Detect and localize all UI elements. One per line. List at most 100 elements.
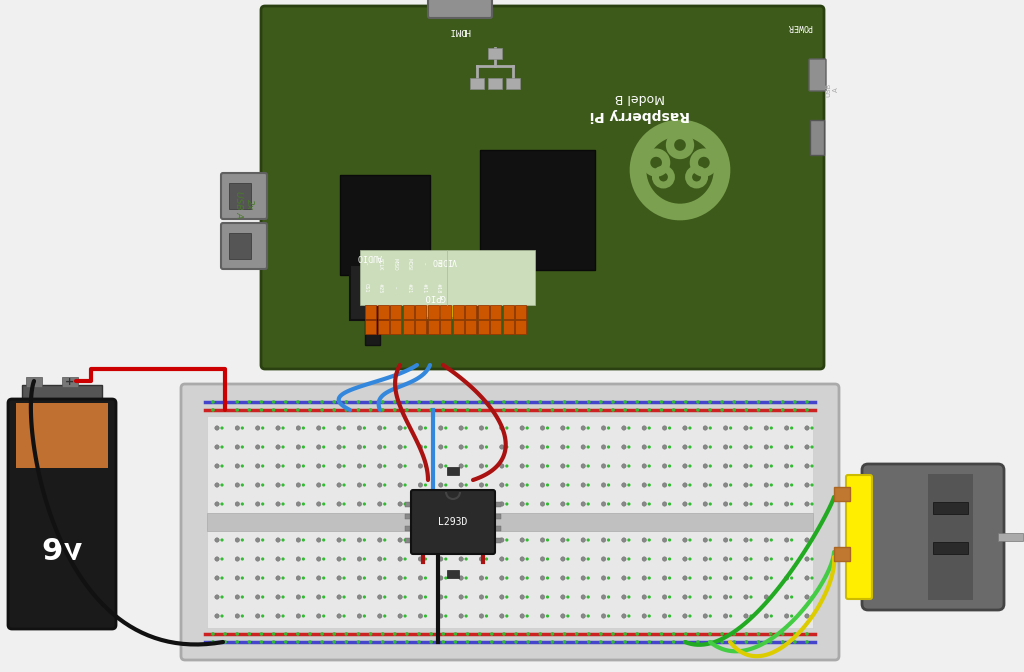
Circle shape xyxy=(505,538,509,542)
Circle shape xyxy=(362,483,366,487)
Circle shape xyxy=(525,557,528,560)
Circle shape xyxy=(282,614,285,618)
Text: USB
A: USB A xyxy=(825,83,839,97)
Circle shape xyxy=(505,446,509,449)
Circle shape xyxy=(296,408,300,412)
Circle shape xyxy=(791,557,794,560)
FancyBboxPatch shape xyxy=(411,490,495,554)
Circle shape xyxy=(744,408,749,412)
Circle shape xyxy=(607,538,610,542)
Circle shape xyxy=(647,408,651,412)
Circle shape xyxy=(628,595,631,599)
Circle shape xyxy=(546,538,549,542)
Circle shape xyxy=(805,557,809,561)
Circle shape xyxy=(514,408,518,412)
Circle shape xyxy=(539,401,542,404)
Circle shape xyxy=(438,502,443,506)
Bar xyxy=(493,501,501,507)
Circle shape xyxy=(607,503,610,505)
Circle shape xyxy=(256,614,260,618)
Circle shape xyxy=(323,483,326,487)
Circle shape xyxy=(424,577,427,579)
Circle shape xyxy=(683,502,687,506)
Circle shape xyxy=(282,464,285,468)
Circle shape xyxy=(438,614,443,618)
Circle shape xyxy=(561,464,565,468)
Circle shape xyxy=(479,482,483,487)
Circle shape xyxy=(342,614,346,618)
Circle shape xyxy=(403,538,407,542)
Circle shape xyxy=(757,401,760,404)
Circle shape xyxy=(215,426,219,430)
Circle shape xyxy=(302,614,305,618)
Text: Model B: Model B xyxy=(614,91,666,105)
Circle shape xyxy=(211,408,215,412)
Circle shape xyxy=(601,502,606,506)
Circle shape xyxy=(282,557,285,560)
Circle shape xyxy=(696,401,699,404)
Circle shape xyxy=(601,576,606,580)
Circle shape xyxy=(624,401,627,404)
Circle shape xyxy=(500,464,504,468)
Circle shape xyxy=(505,503,509,505)
Circle shape xyxy=(764,464,768,468)
Circle shape xyxy=(403,464,407,468)
Circle shape xyxy=(805,640,809,644)
Circle shape xyxy=(805,426,809,430)
Circle shape xyxy=(505,427,509,429)
Circle shape xyxy=(393,632,396,636)
Circle shape xyxy=(810,614,814,618)
Circle shape xyxy=(769,632,772,636)
Text: --: -- xyxy=(392,286,397,290)
Circle shape xyxy=(624,640,627,644)
Circle shape xyxy=(587,577,590,579)
Circle shape xyxy=(485,427,488,429)
Text: #25: #25 xyxy=(378,283,383,293)
Circle shape xyxy=(296,538,301,542)
Bar xyxy=(406,513,413,519)
Circle shape xyxy=(284,640,288,644)
Circle shape xyxy=(302,577,305,579)
Circle shape xyxy=(525,538,528,542)
Circle shape xyxy=(236,445,240,449)
Bar xyxy=(440,320,451,334)
Circle shape xyxy=(357,576,361,580)
Circle shape xyxy=(260,401,263,404)
Circle shape xyxy=(369,640,373,644)
Circle shape xyxy=(215,557,219,561)
Circle shape xyxy=(561,576,565,580)
Circle shape xyxy=(805,408,809,412)
Circle shape xyxy=(505,577,509,579)
Circle shape xyxy=(599,640,603,644)
Circle shape xyxy=(709,446,712,449)
Circle shape xyxy=(514,632,518,636)
Circle shape xyxy=(647,483,651,487)
Circle shape xyxy=(525,446,528,449)
Circle shape xyxy=(520,576,524,580)
Circle shape xyxy=(215,445,219,449)
Circle shape xyxy=(743,557,749,561)
Circle shape xyxy=(647,427,651,429)
Circle shape xyxy=(563,408,566,412)
Circle shape xyxy=(465,427,468,429)
Circle shape xyxy=(563,632,566,636)
Circle shape xyxy=(561,538,565,542)
Bar xyxy=(493,526,501,530)
Circle shape xyxy=(628,614,631,618)
Circle shape xyxy=(757,640,760,644)
Circle shape xyxy=(220,577,223,579)
Circle shape xyxy=(454,640,458,644)
Circle shape xyxy=(520,614,524,618)
Circle shape xyxy=(520,482,524,487)
Bar xyxy=(427,320,438,334)
Circle shape xyxy=(406,408,409,412)
Circle shape xyxy=(628,503,631,505)
Bar xyxy=(810,120,824,155)
Circle shape xyxy=(316,445,321,449)
Circle shape xyxy=(398,557,402,561)
Circle shape xyxy=(574,401,579,404)
Circle shape xyxy=(541,576,545,580)
Circle shape xyxy=(490,401,494,404)
Circle shape xyxy=(465,483,468,487)
Circle shape xyxy=(296,426,301,430)
